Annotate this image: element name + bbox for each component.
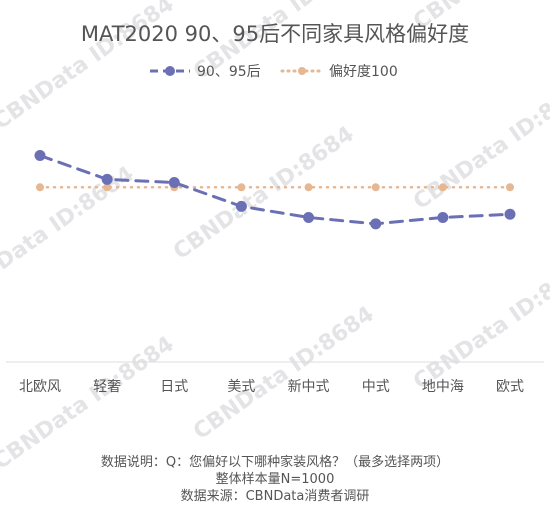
watermark-1: CBNData ID:8684 — [0, 0, 179, 135]
series-2-point-5 — [304, 183, 313, 192]
x-tick-labels: 北欧风 轻奢 日式 美式 新中式 中式 地中海 欧式 — [19, 379, 524, 395]
series-2-point-2 — [103, 183, 112, 192]
x-tick-label: 新中式 — [288, 379, 330, 395]
series-2-point-1 — [36, 183, 44, 192]
series-1-point-4 — [235, 200, 247, 212]
x-tick-label: 地中海 — [422, 379, 464, 395]
x-tick-label: 轻奢 — [93, 379, 121, 395]
series-line-1 — [38, 154, 512, 226]
x-tick-label: 欧式 — [496, 379, 524, 395]
watermark-7: CBNData ID:8684 — [0, 332, 179, 475]
series-2-point-7 — [438, 183, 447, 192]
watermark-6: CBNData ID:8684 — [409, 72, 550, 215]
series-layer — [34, 150, 516, 230]
legend: 90、95后 偏好度100 — [150, 64, 398, 80]
x-tick-label: 美式 — [227, 379, 255, 395]
series-2-point-6 — [371, 183, 380, 192]
x-tick-label: 中式 — [362, 379, 390, 395]
watermark-5: CBNData ID:8684 — [169, 122, 359, 265]
series-1-point-6 — [370, 218, 382, 230]
legend-marker-series-2 — [298, 67, 306, 75]
footnote-sample-size: 整体样本量N=1000 — [216, 472, 335, 487]
x-tick-label: 北欧风 — [19, 379, 61, 395]
footnotes: 数据说明：Q：您偏好以下哪种家装风格？（最多选择两项） 整体样本量N=1000 … — [101, 454, 449, 504]
chart-title: MAT2020 90、95后不同家具风格偏好度 — [81, 22, 469, 46]
legend-item-series-1: 90、95后 — [150, 64, 261, 80]
x-tick-label: 日式 — [160, 379, 188, 395]
watermark-8: CBNData ID:8684 — [189, 302, 379, 445]
series-1-point-2 — [101, 173, 113, 185]
legend-marker-series-1 — [165, 66, 175, 76]
footnote-source: 数据来源：CBNData消费者调研 — [181, 489, 370, 504]
legend-item-series-2: 偏好度100 — [280, 64, 398, 80]
series-1-point-7 — [437, 211, 449, 223]
series-1-point-3 — [168, 177, 180, 189]
legend-label-series-1: 90、95后 — [197, 64, 261, 80]
series-1-point-8 — [504, 208, 516, 220]
series-2-point-4 — [237, 183, 246, 192]
watermark-9: CBNData ID:8684 — [409, 252, 550, 395]
legend-label-series-2: 偏好度100 — [329, 64, 398, 80]
footnote-question: 数据说明：Q：您偏好以下哪种家装风格？（最多选择两项） — [101, 454, 449, 470]
series-1-point-1 — [34, 150, 46, 162]
watermark-4: CBNData ID:8684 — [0, 162, 139, 305]
series-1-point-5 — [303, 211, 315, 223]
series-2-point-8 — [506, 183, 514, 192]
